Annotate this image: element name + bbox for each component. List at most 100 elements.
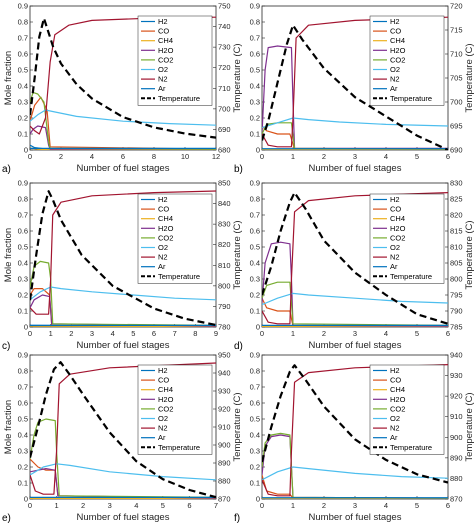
y2-tick-label: 910 bbox=[218, 423, 231, 432]
y-tick-label: 0.6 bbox=[250, 50, 260, 59]
legend-label-ch4: CH4 bbox=[390, 214, 405, 223]
legend-label-o2: O2 bbox=[158, 414, 168, 423]
y2-axis-label: Temperature (C) bbox=[464, 392, 474, 461]
y-tick-label: 0.5 bbox=[250, 243, 260, 252]
legend-label-temperature: Temperature bbox=[390, 272, 432, 281]
x-tick-label: 8 bbox=[193, 329, 197, 338]
y2-axis-label: Temperature (C) bbox=[232, 43, 243, 112]
legend-label-o2: O2 bbox=[390, 414, 400, 423]
y-tick-label: 0.9 bbox=[18, 2, 28, 11]
y2-tick-label: 880 bbox=[450, 474, 463, 483]
x-axis-label: Number of fuel stages bbox=[77, 163, 170, 174]
legend-label-ch4: CH4 bbox=[158, 214, 173, 223]
y-axis-label: Mole fraction bbox=[3, 228, 14, 282]
legend-label-o2: O2 bbox=[158, 243, 168, 252]
legend-label-co: CO bbox=[390, 205, 401, 214]
x-tick-label: 2 bbox=[322, 501, 326, 510]
y-tick-label: 0.7 bbox=[18, 211, 28, 220]
series-line-co2 bbox=[30, 418, 216, 498]
legend-label-co: CO bbox=[158, 376, 169, 385]
series-line-n2 bbox=[262, 192, 448, 325]
y-tick-label: 0.1 bbox=[18, 307, 28, 316]
legend-label-ar: Ar bbox=[390, 262, 398, 271]
x-tick-label: 2 bbox=[59, 152, 63, 161]
y2-tick-label: 790 bbox=[450, 307, 463, 316]
y-tick-label: 0.1 bbox=[18, 479, 28, 488]
series-line-temperature bbox=[262, 191, 448, 325]
legend-label-co: CO bbox=[158, 205, 169, 214]
legend-label-temperature: Temperature bbox=[158, 272, 200, 281]
legend-label-ch4: CH4 bbox=[390, 36, 405, 45]
series-line-temperature bbox=[30, 361, 216, 499]
y-tick-label: 0.5 bbox=[250, 415, 260, 424]
y-tick-label: 0 bbox=[24, 323, 28, 332]
y2-tick-label: 810 bbox=[450, 243, 463, 252]
legend-label-temperature: Temperature bbox=[390, 94, 432, 103]
legend-box bbox=[137, 15, 213, 106]
legend-label-ch4: CH4 bbox=[390, 385, 405, 394]
x-tick-label: 2 bbox=[322, 329, 326, 338]
y-tick-label: 0.6 bbox=[18, 227, 28, 236]
y-tick-label: 0.1 bbox=[250, 307, 260, 316]
legend-label-n2: N2 bbox=[390, 253, 400, 262]
legend-label-n2: N2 bbox=[158, 424, 168, 433]
x-tick-label: 5 bbox=[161, 501, 165, 510]
x-tick-label: 0 bbox=[260, 501, 264, 510]
y2-tick-label: 715 bbox=[450, 26, 463, 35]
x-tick-label: 6 bbox=[446, 152, 450, 161]
y2-tick-label: 690 bbox=[218, 125, 231, 134]
x-tick-label: 0 bbox=[28, 329, 32, 338]
chart-panel-2: 0 1 2 3 4 5 6 0 0.1 0.2 0.3 0.4 0.5 0.6 0.7 0.8 0.9 690 69… bbox=[234, 2, 474, 176]
y-tick-label: 0.5 bbox=[18, 243, 28, 252]
x-tick-label: 1 bbox=[49, 329, 53, 338]
panel-label: f) bbox=[234, 513, 240, 524]
legend-label-temperature: Temperature bbox=[390, 443, 432, 452]
x-tick-label: 7 bbox=[173, 329, 177, 338]
y2-tick-label: 890 bbox=[450, 453, 463, 462]
legend-label-co2: CO2 bbox=[158, 55, 173, 64]
y2-tick-label: 825 bbox=[450, 195, 463, 204]
y-tick-label: 0.5 bbox=[18, 66, 28, 75]
legend-box bbox=[369, 193, 445, 284]
x-tick-label: 3 bbox=[353, 501, 357, 510]
legend-label-ar: Ar bbox=[158, 262, 166, 271]
panel-label: e) bbox=[2, 513, 11, 524]
y2-tick-label: 810 bbox=[218, 261, 231, 270]
x-tick-label: 10 bbox=[181, 152, 189, 161]
y-tick-label: 0 bbox=[24, 146, 28, 155]
y-tick-label: 0.3 bbox=[18, 98, 28, 107]
y-tick-label: 0.7 bbox=[18, 383, 28, 392]
y2-tick-label: 830 bbox=[218, 220, 231, 229]
chart-panel-3: 0 1 2 3 4 5 6 7 8 9 0 0.1 0.2 0.3 0.4 0.5 0.6 0.7 0.8 0.9 78… bbox=[2, 179, 243, 353]
y2-tick-label: 730 bbox=[218, 43, 231, 52]
legend-label-h2o: H2O bbox=[390, 46, 406, 55]
y-tick-label: 0 bbox=[256, 323, 260, 332]
y-tick-label: 0.3 bbox=[250, 98, 260, 107]
legend-label-h2: H2 bbox=[158, 17, 168, 26]
x-tick-label: 2 bbox=[322, 152, 326, 161]
legend-label-ch4: CH4 bbox=[158, 36, 173, 45]
legend-label-co2: CO2 bbox=[390, 233, 405, 242]
x-tick-label: 2 bbox=[69, 329, 73, 338]
x-tick-label: 4 bbox=[90, 152, 94, 161]
y-tick-label: 0.4 bbox=[250, 431, 260, 440]
series-line-o2 bbox=[30, 463, 216, 481]
y-axis-label: Mole fraction bbox=[3, 400, 14, 454]
legend-label-h2o: H2O bbox=[158, 395, 174, 404]
y2-tick-label: 800 bbox=[450, 275, 463, 284]
panel-label: a) bbox=[2, 164, 11, 175]
x-tick-label: 6 bbox=[121, 152, 125, 161]
legend-label-co2: CO2 bbox=[390, 55, 405, 64]
y-tick-label: 0.2 bbox=[18, 291, 28, 300]
x-tick-label: 2 bbox=[81, 501, 85, 510]
series-line-o2 bbox=[262, 292, 448, 306]
y-tick-label: 0.2 bbox=[250, 114, 260, 123]
y-tick-label: 0.8 bbox=[18, 18, 28, 27]
legend-label-co: CO bbox=[390, 376, 401, 385]
legend-label-ch4: CH4 bbox=[158, 385, 173, 394]
y-tick-label: 0.7 bbox=[250, 383, 260, 392]
legend-label-ar: Ar bbox=[158, 84, 166, 93]
y-tick-label: 0.8 bbox=[18, 367, 28, 376]
y-tick-label: 0.3 bbox=[18, 447, 28, 456]
legend-label-h2o: H2O bbox=[390, 224, 406, 233]
